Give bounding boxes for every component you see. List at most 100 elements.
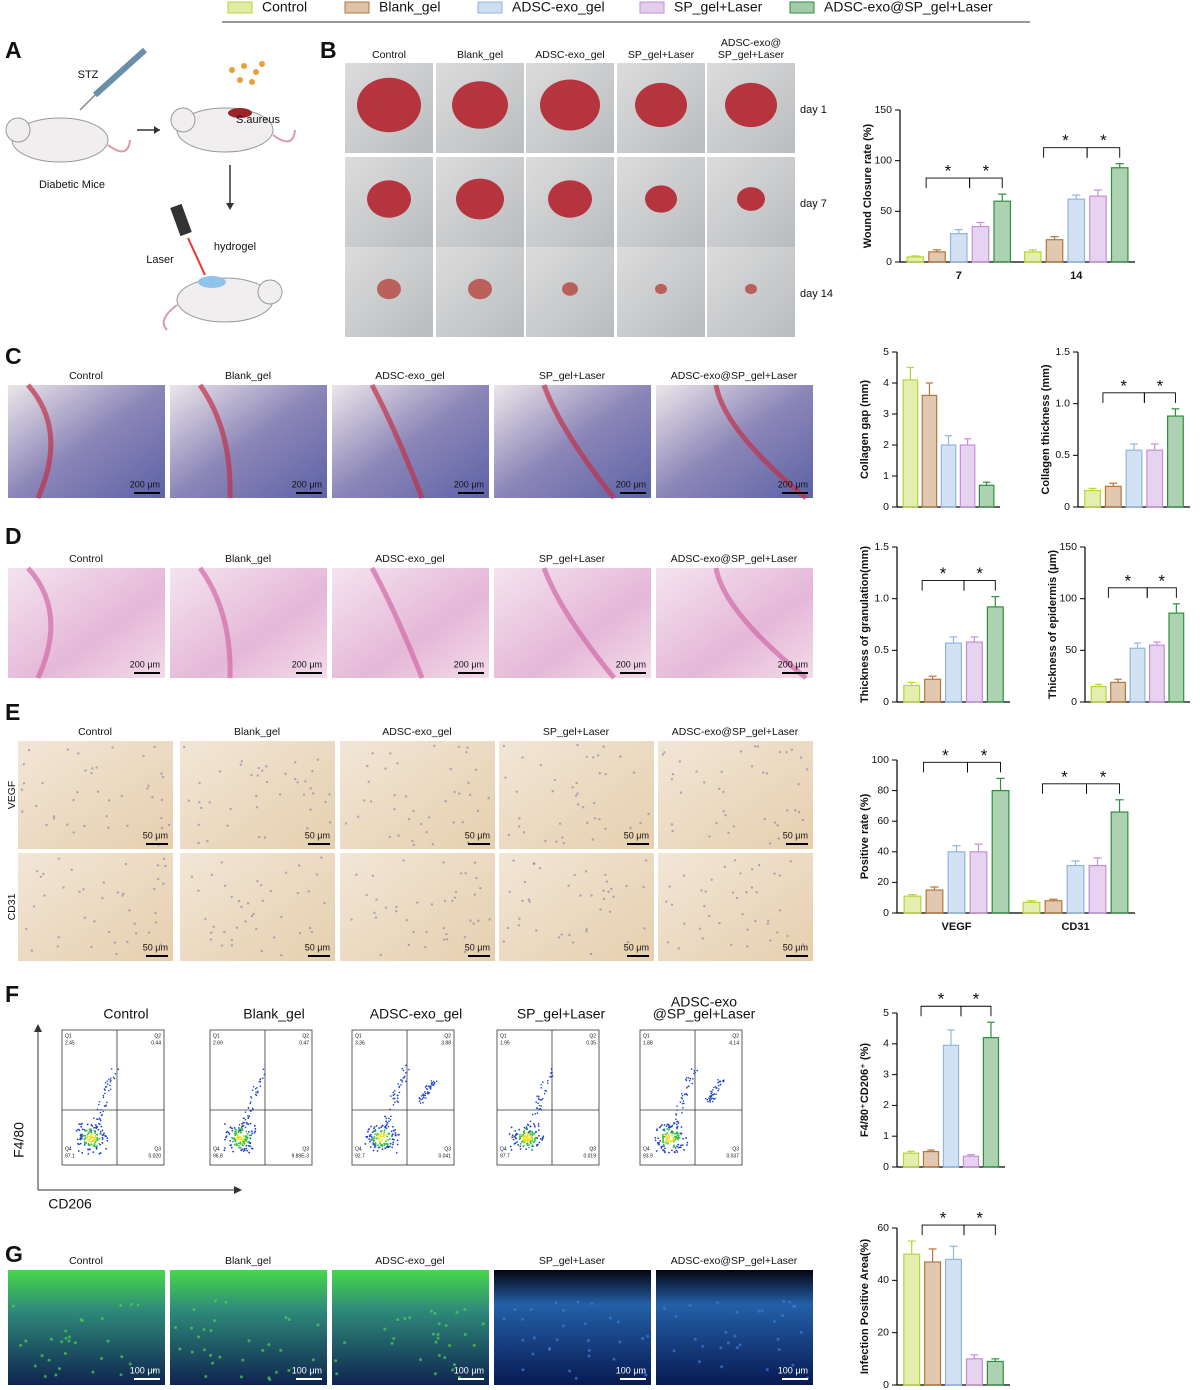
wound	[645, 185, 677, 213]
nucleus	[265, 780, 269, 784]
nucleus	[502, 940, 506, 943]
flow-event	[385, 1120, 387, 1122]
nucleus	[160, 772, 163, 775]
fluorescence-signal	[247, 1339, 251, 1343]
wound	[737, 187, 765, 211]
schematic-label: STZ	[78, 69, 99, 81]
flow-event	[712, 1088, 714, 1091]
flow-event	[510, 1126, 513, 1129]
nucleus	[473, 893, 476, 896]
wound	[456, 178, 504, 220]
scale-bar-label: 200 μm	[454, 479, 484, 489]
nucleus	[250, 773, 253, 777]
fluorescence-signal	[119, 1303, 123, 1307]
gate-value: 0.44	[151, 1040, 161, 1046]
flow-event	[671, 1124, 674, 1127]
nucleus	[593, 817, 597, 820]
flow-event	[714, 1086, 717, 1088]
nucleus	[77, 752, 80, 755]
flow-event	[427, 1092, 429, 1095]
nucleus	[739, 872, 742, 875]
fluorescence-signal	[239, 1375, 243, 1379]
legend-label: ADSC-exo@SP_gel+Laser	[824, 0, 993, 15]
fluorescence-signal	[279, 1348, 283, 1352]
panel-letter: F	[5, 981, 19, 1007]
gate-value: 1.88	[643, 1040, 653, 1046]
fluorescence-signal	[574, 1376, 578, 1380]
flow-event	[380, 1144, 383, 1147]
fluorescence-signal	[202, 1348, 206, 1352]
flow-event	[233, 1143, 236, 1146]
y-tick-label: 100	[874, 154, 892, 166]
nucleus	[731, 891, 735, 894]
flow-event	[658, 1143, 660, 1146]
bar	[971, 225, 990, 263]
nucleus	[538, 866, 542, 870]
nucleus	[619, 755, 622, 758]
flow-event	[383, 1133, 386, 1135]
flow-event	[405, 1080, 407, 1083]
flow-event	[529, 1133, 532, 1136]
flow-event	[394, 1129, 396, 1131]
nucleus	[642, 885, 645, 889]
nucleus	[284, 871, 288, 874]
nucleus	[261, 769, 264, 772]
fluorescence-signal	[451, 1368, 455, 1372]
flow-event	[664, 1136, 667, 1139]
flow-event	[261, 1077, 264, 1079]
nucleus	[356, 815, 360, 818]
flow-event	[387, 1125, 390, 1128]
flow-event	[109, 1077, 112, 1080]
nucleus	[212, 925, 215, 928]
nucleus	[576, 743, 579, 747]
flow-event	[81, 1134, 84, 1137]
nucleus	[425, 831, 428, 834]
nucleus	[732, 825, 736, 828]
significance-bracket	[1086, 147, 1121, 158]
flow-event	[258, 1080, 261, 1083]
flow-event	[385, 1124, 387, 1127]
nucleus	[507, 833, 511, 837]
fluorescence-signal	[19, 1343, 23, 1347]
schematic-label: S.aureus	[236, 114, 281, 126]
column-header: Blank_gel	[225, 1255, 271, 1267]
flow-event	[81, 1122, 83, 1125]
nucleus	[395, 905, 398, 909]
flow-event	[249, 1142, 252, 1145]
flow-event	[257, 1090, 259, 1093]
gate-name: Q3	[302, 1146, 309, 1152]
nucleus	[407, 818, 411, 821]
flow-event	[106, 1137, 109, 1140]
flow-event	[529, 1130, 531, 1132]
tail	[272, 129, 296, 143]
flow-plot	[496, 1029, 600, 1166]
y-tick-label: 1	[883, 1130, 889, 1142]
flow-event	[224, 1147, 226, 1149]
fluorescence-signal	[443, 1356, 447, 1360]
flow-event	[78, 1143, 80, 1146]
flow-event	[688, 1079, 691, 1082]
flow-event	[547, 1079, 549, 1082]
flow-event	[98, 1152, 101, 1155]
ihc-image	[18, 853, 173, 961]
flow-event	[665, 1138, 668, 1141]
nucleus	[223, 884, 227, 887]
nucleus	[210, 873, 213, 877]
nucleus	[768, 842, 772, 845]
nucleus	[120, 794, 124, 798]
significance-bracket	[1143, 392, 1176, 403]
flow-event	[251, 1089, 254, 1091]
nucleus	[504, 776, 507, 779]
column-header: SP_gel+Laser	[718, 49, 785, 61]
nucleus	[442, 927, 446, 930]
flow-event	[231, 1129, 234, 1132]
fluorescence-signal	[791, 1363, 795, 1367]
flow-event	[108, 1078, 110, 1081]
flow-event	[681, 1144, 684, 1147]
flow-event	[658, 1126, 661, 1129]
nucleus	[451, 899, 454, 903]
flow-event	[675, 1118, 677, 1121]
fluorescence-signal	[701, 1344, 705, 1348]
nucleus	[52, 815, 56, 818]
